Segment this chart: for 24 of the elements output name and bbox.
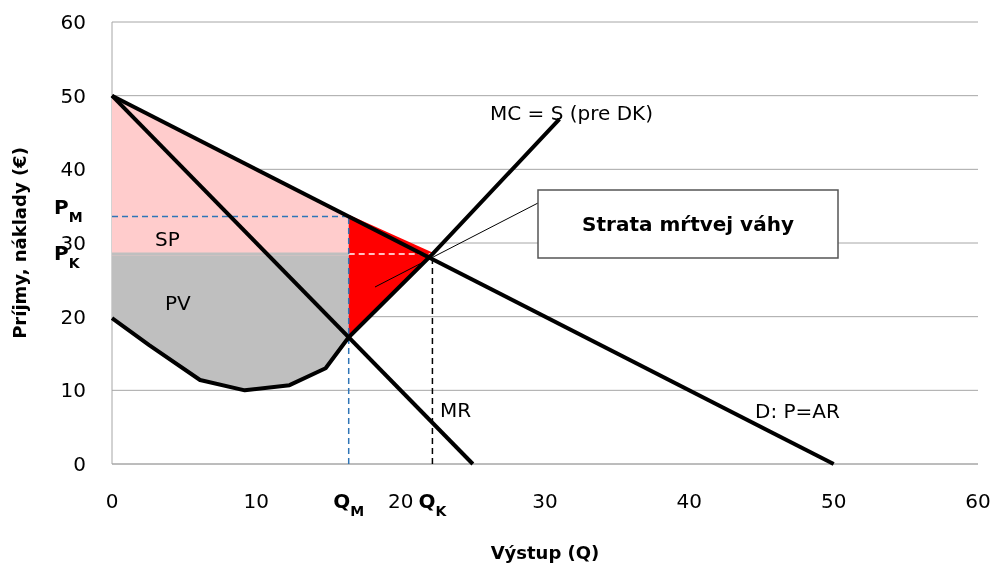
y-tick-label: 40: [60, 157, 86, 182]
x-tick-label: 30: [532, 489, 558, 513]
x-tick-label: 10: [243, 489, 270, 513]
y-tick-label: P$_{M}$: [54, 195, 83, 226]
y-axis-title: Príjmy, náklady (€): [9, 147, 30, 339]
y-tick-label: 50: [60, 83, 86, 108]
series-label: MR: [440, 398, 472, 422]
y-tick-label: 60: [60, 10, 86, 34]
annotation: Strata mŕtvej váhy: [582, 212, 794, 236]
y-tick-label: 10: [60, 378, 86, 403]
series-label: SP: [155, 227, 180, 251]
x-tick-label: 20: [387, 489, 414, 513]
series-label: PV: [165, 291, 192, 315]
y-tick-label: 20: [60, 304, 86, 329]
x-tick-label: Q$_{K}$: [418, 489, 448, 519]
y-tick-label: 0: [73, 452, 86, 476]
x-axis-title: Výstup (Q): [490, 542, 600, 563]
x-tick-label: 0: [105, 489, 119, 513]
x-tick-label: 40: [676, 489, 703, 513]
series-label: MC = S (pre DK): [490, 101, 654, 125]
x-tick-label: 60: [965, 489, 991, 513]
x-tick-label: Q$_{M}$: [333, 489, 365, 519]
x-tick-label: 50: [820, 489, 847, 513]
series-label: D: P=AR: [755, 399, 840, 423]
